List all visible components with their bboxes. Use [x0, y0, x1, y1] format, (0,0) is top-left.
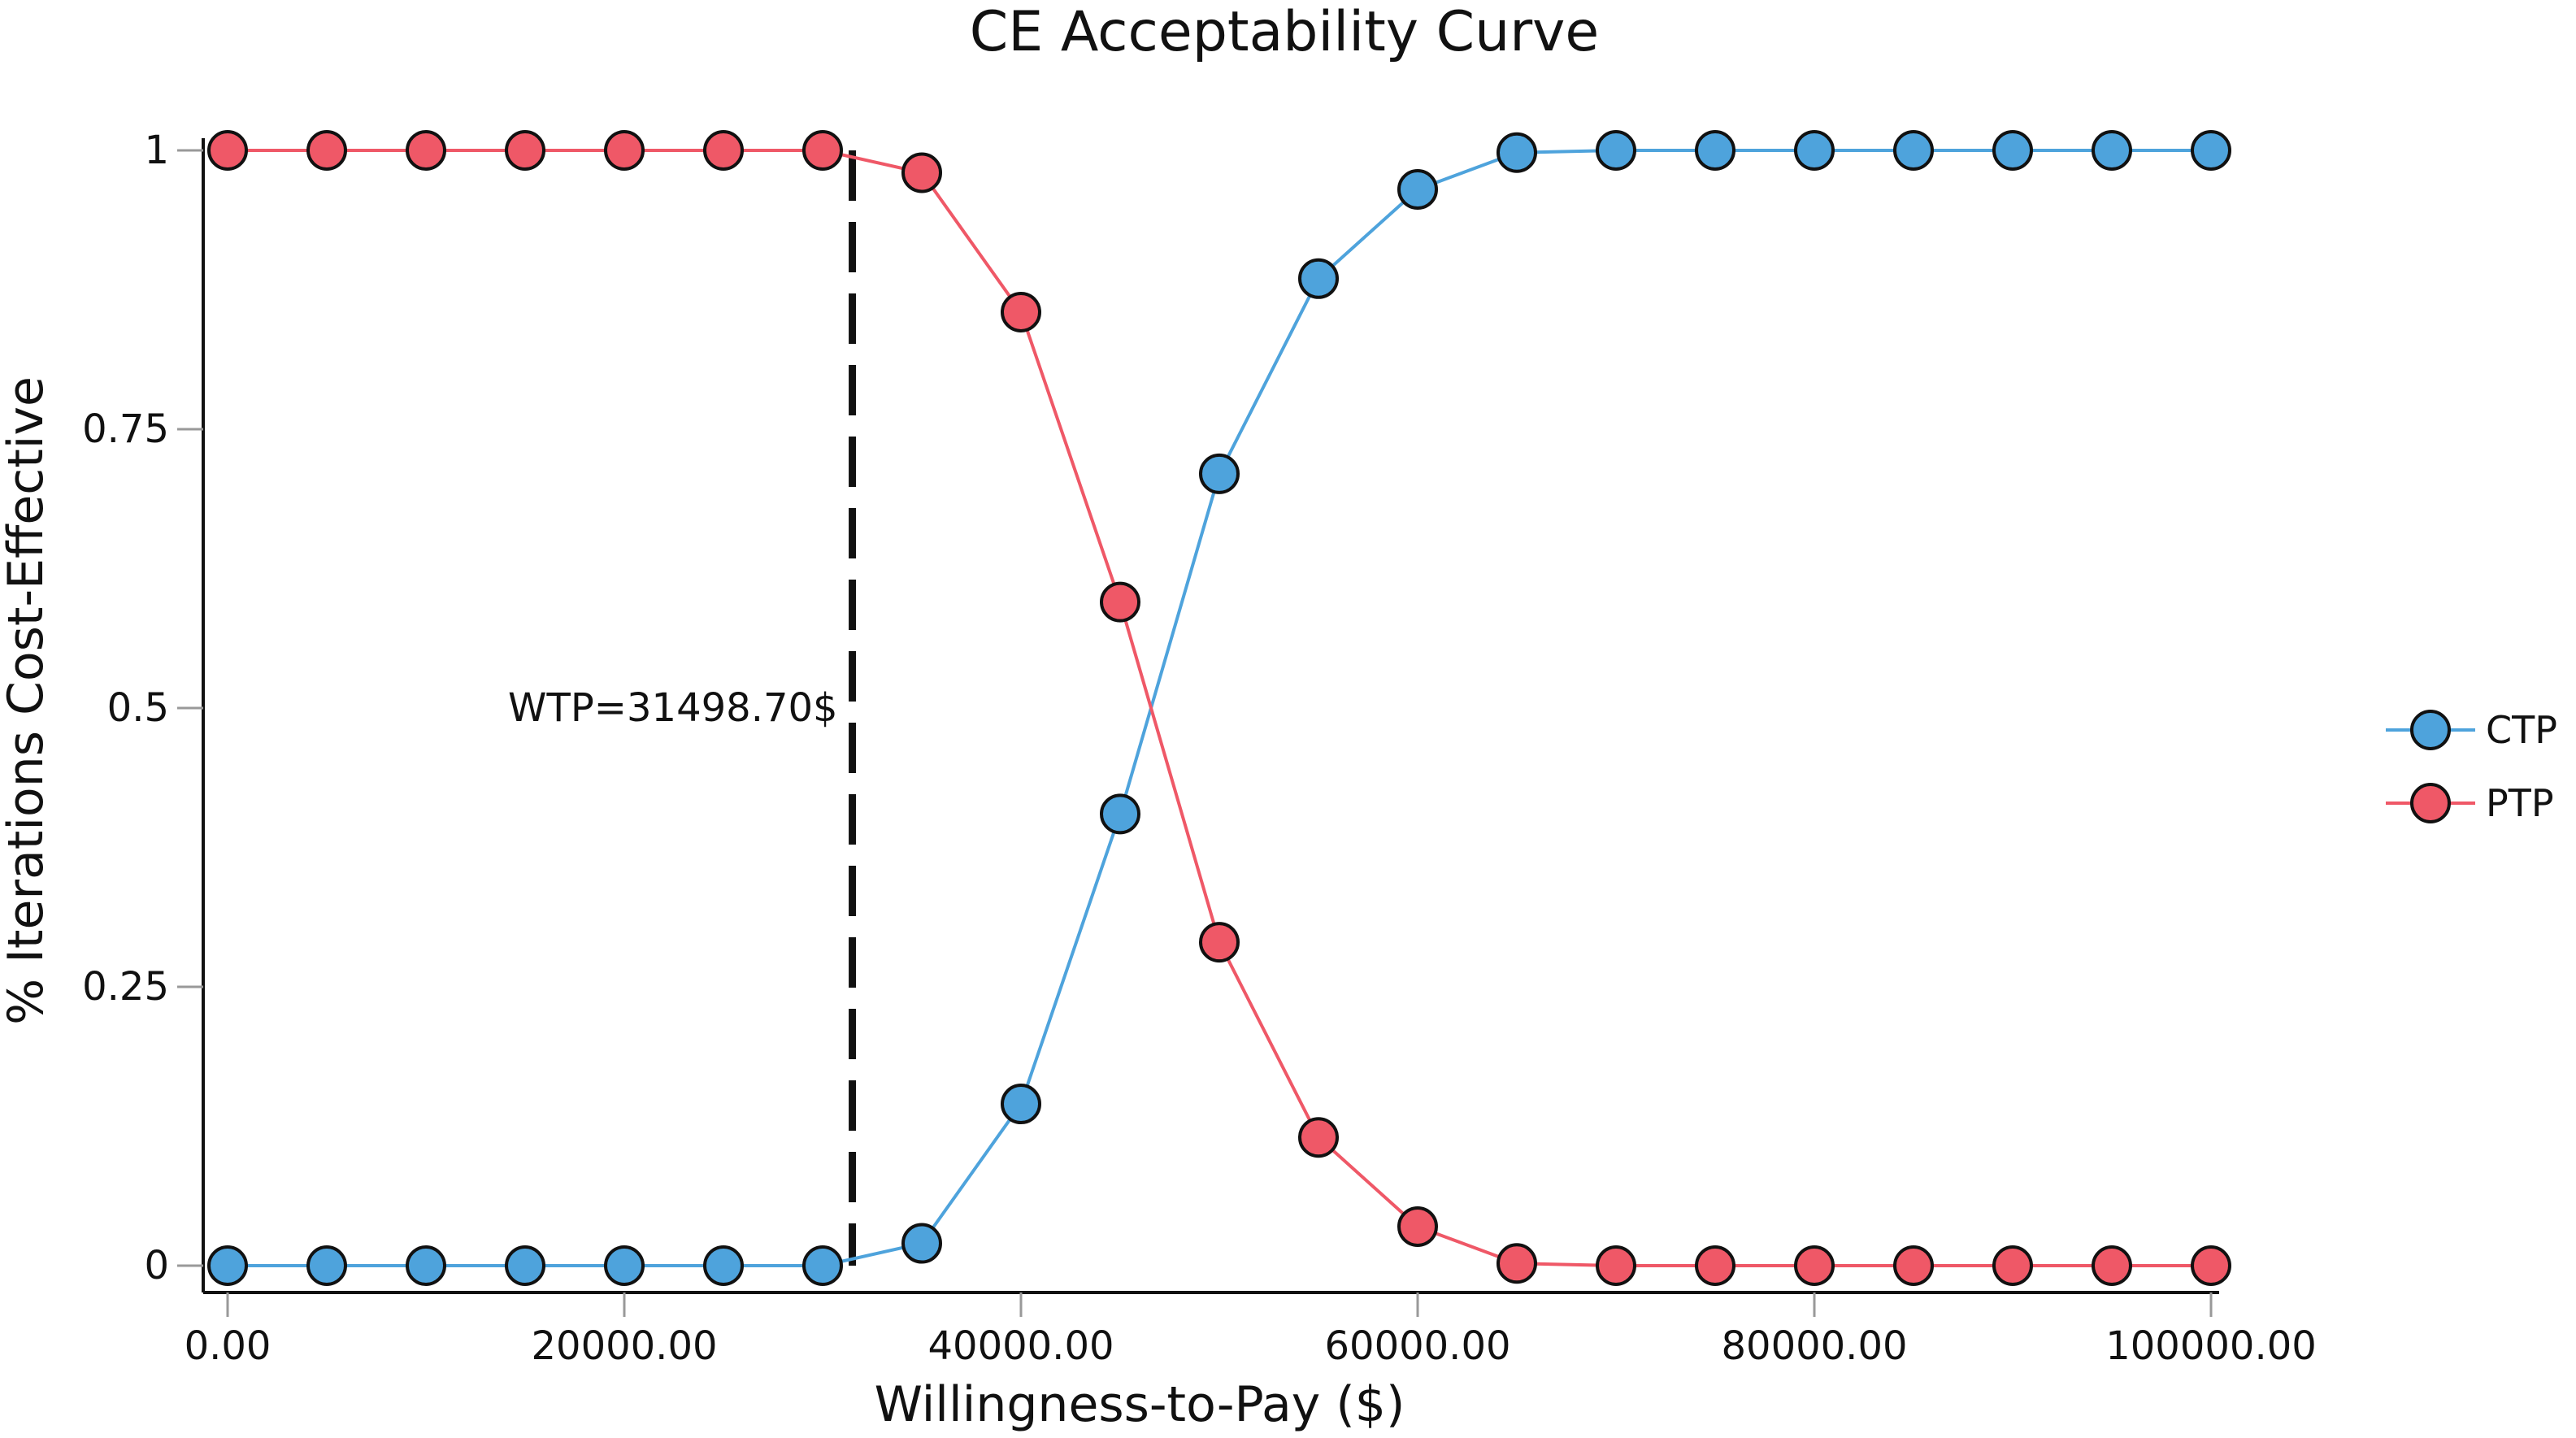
x-tick-label: 80000.00	[1721, 1323, 1907, 1369]
x-tick-label: 20000.00	[531, 1323, 717, 1369]
x-tick-label: 0.00	[185, 1323, 272, 1369]
ctp-point	[604, 1245, 645, 1286]
plot-series	[207, 130, 2231, 1286]
ctp-point	[1001, 1084, 1041, 1125]
ptp-point	[505, 130, 545, 171]
ptp-point	[1893, 1245, 1934, 1286]
wtp-threshold: WTP=31498.70$	[508, 150, 857, 1266]
y-tick-label: 0.25	[82, 964, 169, 1010]
wtp-threshold-label: WTP=31498.70$	[508, 685, 838, 731]
ptp-point	[1397, 1206, 1438, 1247]
legend: CTP PTP	[2386, 708, 2557, 825]
ptp-point	[1596, 1245, 1636, 1286]
ctp-point	[1199, 453, 1240, 494]
legend-ctp-label: CTP	[2486, 708, 2557, 752]
ptp-point	[1001, 291, 1041, 332]
ctp-point	[703, 1245, 744, 1286]
ctp-point	[1298, 258, 1339, 299]
ctp-point	[1397, 169, 1438, 211]
ptp-point	[604, 130, 645, 171]
y-tick-label: 0	[144, 1243, 169, 1288]
ptp-point	[1497, 1243, 1537, 1284]
ctp-point	[2092, 130, 2132, 171]
ctp-point	[1695, 130, 1735, 171]
ptp-point	[1695, 1245, 1735, 1286]
ptp-point	[1199, 922, 1240, 963]
axes: 0 0.25 0.5 0.75 1 0.00 20000.00 40000.00 60000.0…	[82, 128, 2317, 1369]
ptp-point	[901, 152, 942, 193]
ctp-point	[1497, 132, 1537, 173]
ctp-point	[306, 1245, 347, 1286]
y-tick-label: 1	[144, 128, 169, 173]
ptp-point	[1992, 1245, 2033, 1286]
ctp-point	[505, 1245, 545, 1286]
x-axis-title: Willingness-to-Pay ($)	[875, 1376, 1405, 1433]
x-tick-label: 100000.00	[2105, 1323, 2317, 1369]
ctp-point	[901, 1223, 942, 1264]
legend-ptp-label: PTP	[2486, 781, 2554, 825]
ctp-point	[1893, 130, 1934, 171]
ptp-point	[703, 130, 744, 171]
y-tick-label: 0.75	[82, 406, 169, 452]
ptp-point	[2191, 1245, 2231, 1286]
ptp-point	[802, 130, 843, 171]
chart-title: CE Acceptability Curve	[970, 0, 1599, 64]
legend-ptp-marker	[2410, 783, 2451, 823]
ptp-point	[207, 130, 248, 171]
ptp-point	[406, 130, 446, 171]
y-axis-title: % Iterations Cost-Effective	[0, 376, 54, 1025]
legend-ctp-marker	[2410, 710, 2451, 750]
y-tick-label: 0.5	[107, 685, 169, 731]
x-tick-label: 60000.00	[1324, 1323, 1510, 1369]
ptp-point	[1794, 1245, 1835, 1286]
ptp-point	[1100, 581, 1140, 623]
ctp-point	[207, 1245, 248, 1286]
ctp-point	[1100, 793, 1140, 835]
ptp-point	[306, 130, 347, 171]
x-tick-label: 40000.00	[927, 1323, 1114, 1369]
ctp-point	[406, 1245, 446, 1286]
ctp-point	[1794, 130, 1835, 171]
ctp-point	[2191, 130, 2231, 171]
ctp-point	[802, 1245, 843, 1286]
ctp-point	[1596, 130, 1636, 171]
ctp-point	[1992, 130, 2033, 171]
ptp-point	[2092, 1245, 2132, 1286]
ptp-point	[1298, 1117, 1339, 1158]
